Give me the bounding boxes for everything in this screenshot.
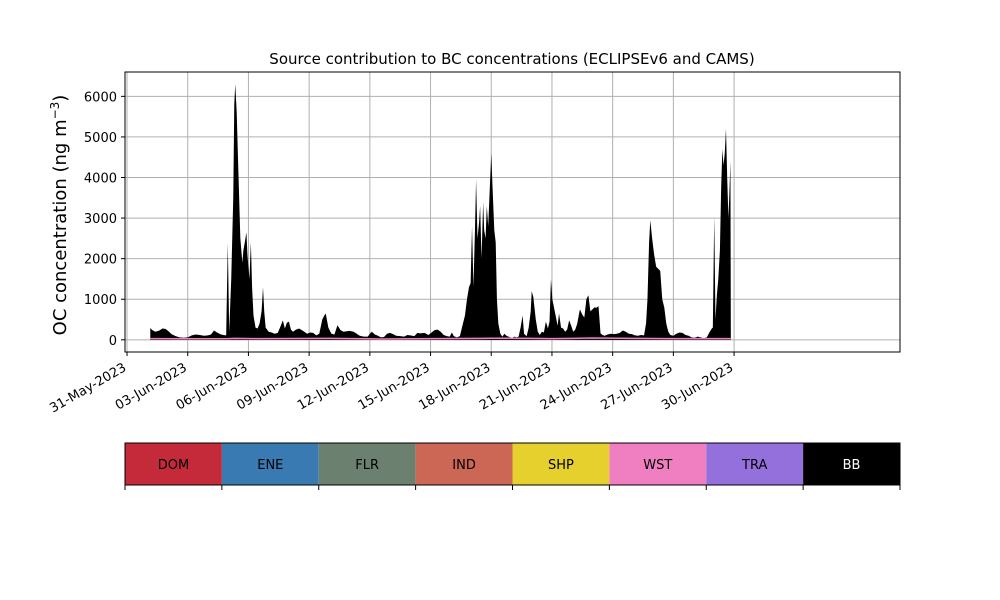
y-tick-label: 3000 — [84, 212, 117, 227]
series-minor-line — [150, 337, 731, 340]
y-tick-label: 2000 — [84, 253, 117, 268]
y-tick-label: 1000 — [84, 293, 117, 308]
legend-swatch-ene — [221, 443, 319, 485]
legend-label-bb: BB — [843, 458, 861, 473]
legend-swatch-shp — [512, 443, 610, 485]
legend-label-ind: IND — [452, 458, 476, 473]
legend-label-tra: TRA — [741, 458, 767, 473]
y-tick-label: 5000 — [84, 131, 117, 146]
y-axis-label: OC concentration (ng m−3) — [48, 95, 71, 336]
legend-swatch-flr — [318, 443, 416, 485]
legend-swatch-tra — [706, 443, 804, 485]
y-tick-label: 4000 — [84, 172, 117, 187]
legend-swatch-wst — [609, 443, 707, 485]
plot-frame — [124, 71, 901, 353]
axes: 010002000300040005000600031-May-202303-J… — [47, 71, 901, 416]
legend-label-shp: SHP — [548, 458, 574, 473]
chart-title: Source contribution to BC concentrations… — [269, 50, 754, 68]
colorbar-legend: DOM ENE FLR IND SHP WST TRA BB — [124, 442, 901, 490]
y-tick-label: 6000 — [84, 90, 117, 105]
y-tick-label: 0 — [109, 334, 117, 349]
legend-swatch-dom — [125, 443, 222, 485]
legend-label-flr: FLR — [355, 458, 379, 473]
legend-label-dom: DOM — [158, 458, 189, 473]
plot-area — [150, 84, 731, 340]
legend-swatch-bb — [803, 443, 900, 485]
legend-label-wst: WST — [643, 458, 672, 473]
legend-swatch-ind — [415, 443, 513, 485]
series-bb-area — [150, 84, 731, 340]
legend-label-ene: ENE — [257, 458, 283, 473]
